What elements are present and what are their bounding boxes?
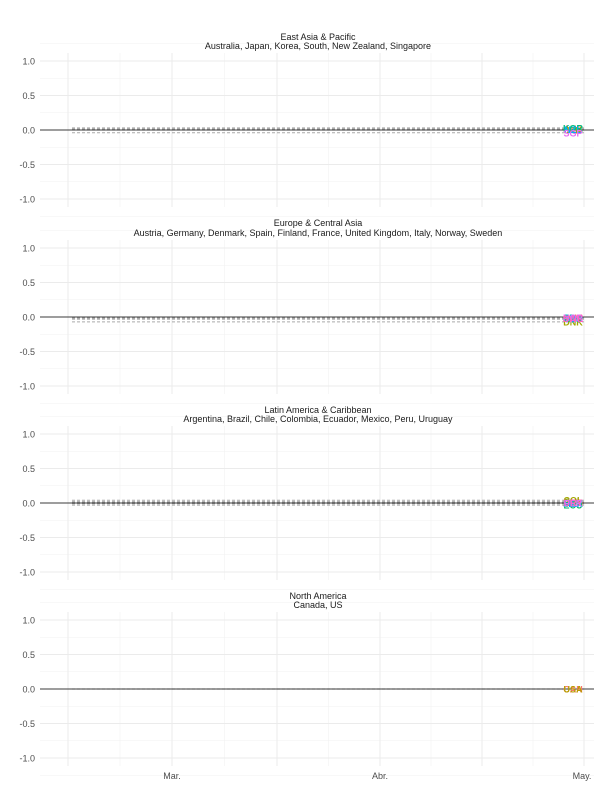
y-tick-label: 1.0 [22, 57, 35, 67]
series-end-label: SGP [563, 128, 582, 138]
series-end-label: JPN [564, 126, 582, 136]
series-end-label: ARG [563, 498, 583, 508]
series-end-label: SWE [563, 314, 584, 324]
series-end-label: NOR [563, 313, 584, 323]
series-end-label: AUT [564, 313, 583, 323]
y-tick-label: -0.5 [19, 533, 35, 543]
y-tick-label: -0.5 [19, 347, 35, 357]
series-end-label: CHL [564, 497, 583, 507]
y-tick-label: 0.5 [22, 278, 35, 288]
series-end-label: MEX [563, 499, 583, 509]
series-end-label: URY [564, 498, 583, 508]
series-end-label: KOR [563, 123, 584, 133]
y-tick-label: 0.0 [22, 499, 35, 509]
series-end-label: DNK [563, 317, 583, 327]
series-end-label: ECU [563, 501, 582, 511]
series-end-label: FIN [566, 315, 581, 325]
x-tick-label: May. [573, 771, 592, 781]
y-tick-label: 1.0 [22, 244, 35, 254]
panel-title: Latin America & Caribbean [264, 405, 371, 415]
panel-subtitle: Argentina, Brazil, Chile, Colombia, Ecua… [183, 414, 453, 424]
panel-title: North America [289, 591, 346, 601]
series-end-label: GBR [563, 314, 584, 324]
y-tick-label: -0.5 [19, 719, 35, 729]
y-tick-label: 0.5 [22, 650, 35, 660]
series-end-label: ITA [566, 315, 580, 325]
x-tick-label: Abr. [372, 771, 388, 781]
series-end-label: CAN [563, 685, 583, 695]
y-tick-label: 0.5 [22, 91, 35, 101]
series-end-label: ESP [564, 314, 582, 324]
x-tick-label: Mar. [163, 771, 181, 781]
y-tick-label: 0.5 [22, 464, 35, 474]
panel-title: East Asia & Pacific [280, 32, 356, 42]
series-end-label: USA [563, 685, 583, 695]
series-end-label: PER [564, 499, 583, 509]
series-end-label: FRA [564, 313, 583, 323]
panel-title: Europe & Central Asia [274, 218, 363, 228]
y-tick-label: 1.0 [22, 616, 35, 626]
series-end-label: COL [564, 496, 584, 506]
y-tick-label: 0.0 [22, 126, 35, 136]
y-tick-label: -1.0 [19, 382, 35, 392]
series-end-label: AUS [563, 124, 582, 134]
y-tick-label: -1.0 [19, 195, 35, 205]
y-tick-label: -1.0 [19, 568, 35, 578]
y-tick-label: -1.0 [19, 754, 35, 764]
series-end-label: BRA [563, 499, 583, 509]
y-tick-label: 0.0 [22, 313, 35, 323]
series-end-label: NZL [564, 125, 582, 135]
y-tick-label: 0.0 [22, 685, 35, 695]
y-tick-label: 1.0 [22, 430, 35, 440]
y-tick-label: -0.5 [19, 160, 35, 170]
panel-subtitle: Australia, Japan, Korea, South, New Zeal… [205, 41, 431, 51]
series-end-label: DEU [563, 314, 582, 324]
panel-subtitle: Austria, Germany, Denmark, Spain, Finlan… [134, 228, 503, 238]
panel-subtitle: Canada, US [293, 600, 342, 610]
